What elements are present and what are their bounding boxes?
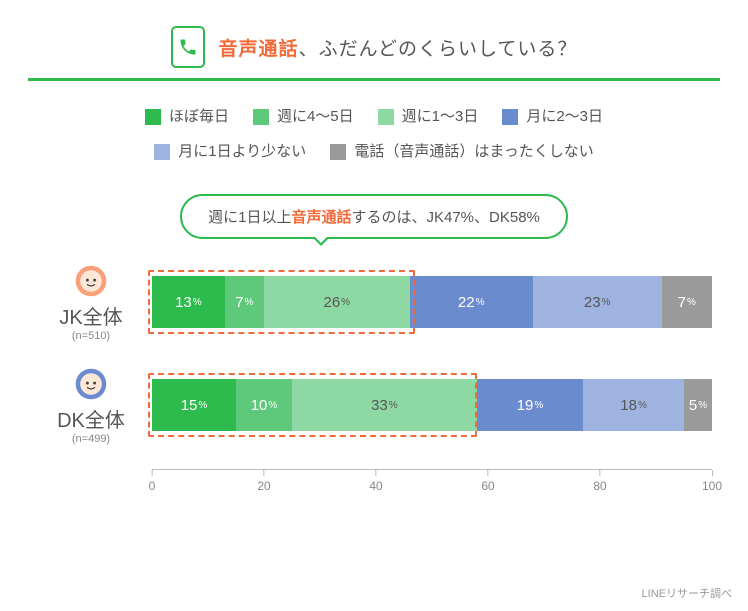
legend-item: ほぼ毎日 (145, 101, 229, 133)
segment-value: 7 (235, 294, 243, 311)
x-axis: 020406080100 (36, 469, 712, 495)
legend-swatch (378, 109, 394, 125)
title-rest: 、ふだんどのくらいしている？ (299, 39, 578, 60)
segment-value: 22 (458, 294, 475, 311)
stacked-bar: 13%7%26%22%23%7% (152, 276, 712, 328)
title-bar: 音声通話、ふだんどのくらいしている？ (28, 20, 720, 81)
axis-tick: 60 (481, 470, 494, 493)
row-n: (n=499) (36, 433, 146, 445)
axis-tick: 100 (702, 470, 722, 493)
bar-segment: 10% (236, 379, 292, 431)
legend-swatch (253, 109, 269, 125)
bar-segment: 18% (583, 379, 684, 431)
bar-wrap: 15%10%33%19%18%5% (152, 379, 712, 431)
bar-segment: 5% (684, 379, 712, 431)
row-label: DK全体 (n=499) (36, 366, 146, 445)
percent-mark: % (638, 400, 647, 411)
segment-value: 15 (181, 397, 198, 414)
legend-label: 月に2～3日 (526, 101, 603, 133)
percent-mark: % (602, 297, 611, 308)
segment-value: 13 (175, 294, 192, 311)
chart-row: DK全体 (n=499)15%10%33%19%18%5% (36, 366, 712, 445)
segment-value: 33 (371, 397, 388, 414)
bar-segment: 7% (225, 276, 264, 328)
percent-mark: % (687, 297, 696, 308)
bar-segment: 26% (264, 276, 410, 328)
axis-tick: 80 (593, 470, 606, 493)
row-name: JK全体 (36, 301, 146, 330)
percent-mark: % (193, 297, 202, 308)
legend: ほぼ毎日 週に4～5日 週に1～3日 月に2～3日月に1日より少ない 電話（音声通話）は… (46, 101, 702, 172)
axis-tick: 40 (369, 470, 382, 493)
bar-segment: 22% (410, 276, 533, 328)
bar-segment: 15% (152, 379, 236, 431)
legend-swatch (330, 144, 346, 160)
legend-label: 週に1～3日 (402, 101, 479, 133)
callout-bubble: 週に1日以上音声通話するのは、JK47%、DK58% (180, 194, 568, 239)
row-label: JK全体 (n=510) (36, 263, 146, 342)
legend-item: 週に4～5日 (253, 101, 354, 133)
percent-mark: % (698, 400, 707, 411)
avatar-icon (36, 366, 146, 402)
legend-item: 週に1～3日 (378, 101, 479, 133)
legend-item: 電話（音声通話）はまったくしない (330, 136, 593, 168)
stacked-bar-chart: JK全体 (n=510)13%7%26%22%23%7% DK全体 (n=499… (36, 263, 712, 495)
percent-mark: % (245, 297, 254, 308)
legend-swatch (145, 109, 161, 125)
bar-segment: 7% (662, 276, 712, 328)
bar-segment: 19% (477, 379, 583, 431)
segment-value: 7 (678, 294, 686, 311)
percent-mark: % (198, 400, 207, 411)
bar-segment: 23% (533, 276, 662, 328)
segment-value: 26 (323, 294, 340, 311)
row-name: DK全体 (36, 404, 146, 433)
legend-swatch (154, 144, 170, 160)
bar-segment: 13% (152, 276, 225, 328)
percent-mark: % (341, 297, 350, 308)
axis-tick: 0 (149, 470, 156, 493)
callout-accent: 音声通話 (291, 209, 351, 226)
segment-value: 10 (251, 397, 268, 414)
phone-icon (171, 26, 205, 68)
avatar-icon (36, 263, 146, 299)
title-accent: 音声通話 (219, 39, 299, 60)
segment-value: 5 (689, 397, 697, 414)
percent-mark: % (534, 400, 543, 411)
chart-row: JK全体 (n=510)13%7%26%22%23%7% (36, 263, 712, 342)
callout-post: するのは、JK47%、DK58% (351, 209, 539, 226)
bar-segment: 33% (292, 379, 477, 431)
percent-mark: % (389, 400, 398, 411)
legend-label: 週に4～5日 (277, 101, 354, 133)
percent-mark: % (476, 297, 485, 308)
legend-label: 電話（音声通話）はまったくしない (354, 136, 593, 168)
row-n: (n=510) (36, 330, 146, 342)
source-label: LINEリサーチ調べ (642, 585, 732, 601)
legend-label: ほぼ毎日 (169, 101, 229, 133)
segment-value: 18 (620, 397, 637, 414)
legend-label: 月に1日より少ない (178, 136, 306, 168)
axis-tick: 20 (257, 470, 270, 493)
legend-swatch (502, 109, 518, 125)
legend-item: 月に1日より少ない (154, 136, 306, 168)
percent-mark: % (268, 400, 277, 411)
page-title: 音声通話、ふだんどのくらいしている？ (219, 34, 578, 61)
callout-pre: 週に1日以上 (208, 209, 291, 226)
bar-wrap: 13%7%26%22%23%7% (152, 276, 712, 328)
segment-value: 23 (584, 294, 601, 311)
stacked-bar: 15%10%33%19%18%5% (152, 379, 712, 431)
segment-value: 19 (517, 397, 534, 414)
legend-item: 月に2～3日 (502, 101, 603, 133)
